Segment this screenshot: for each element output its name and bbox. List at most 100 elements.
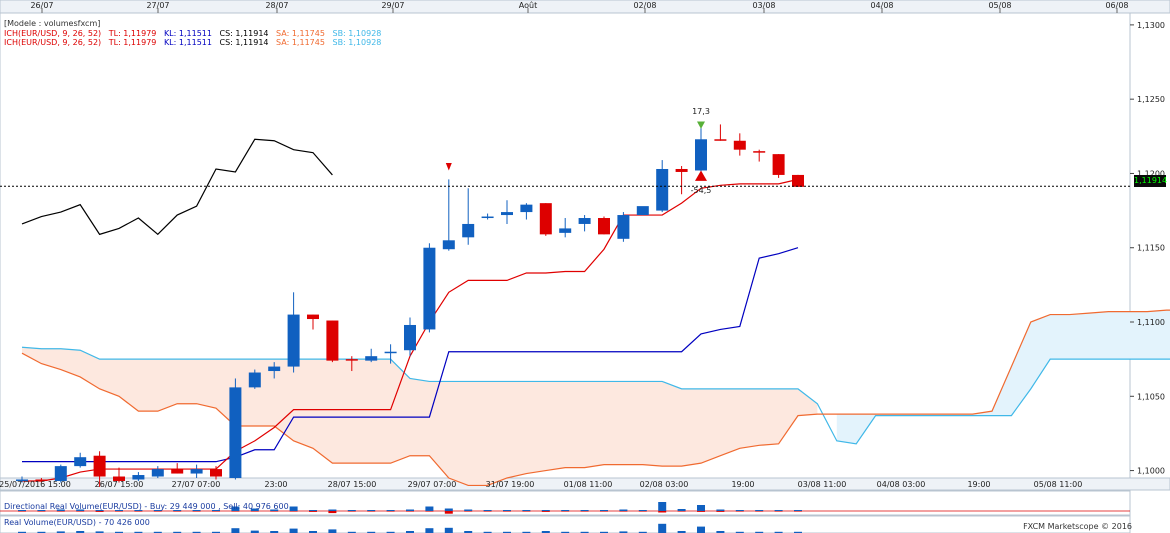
sell-volume-bar xyxy=(444,511,453,514)
real-volume-pane xyxy=(0,515,1131,533)
sell-volume-bar xyxy=(503,511,511,512)
sell-volume-bar xyxy=(600,511,608,512)
candle-bullish xyxy=(578,218,591,224)
real-volume-bar xyxy=(309,531,317,533)
buy-volume-bar xyxy=(386,510,395,511)
sell-volume-bar xyxy=(153,511,162,512)
y-axis-label: 1,1300 xyxy=(1137,21,1165,30)
bottom-axis-label: 31/07 19:00 xyxy=(486,480,535,489)
real-volume-label: Real Volume(EUR/USD) - 70 426 000 xyxy=(4,518,150,527)
candle-bullish xyxy=(74,457,87,467)
y-axis-label: 1,1100 xyxy=(1137,318,1165,327)
real-volume-bar xyxy=(386,531,395,533)
buy-volume-bar xyxy=(115,510,123,511)
sell-volume-bar xyxy=(134,511,143,512)
real-volume-bar xyxy=(716,531,725,533)
signal-markers: 17,3 -54,5 xyxy=(445,107,711,195)
candle-bearish xyxy=(733,140,746,150)
sell-volume-bar xyxy=(18,511,26,512)
buy-volume-bar xyxy=(677,509,686,511)
bottom-axis-label: 25/07/2016 15:00 xyxy=(0,480,71,489)
real-volume-bar xyxy=(76,531,85,533)
candle-bullish xyxy=(287,314,300,367)
real-volume-bar xyxy=(638,531,647,533)
real-volume-bar xyxy=(115,531,123,533)
candle-bearish xyxy=(753,151,766,153)
candle-bearish xyxy=(345,359,358,361)
buy-volume-bar xyxy=(425,506,434,511)
sell-volume-bar xyxy=(794,511,802,512)
buy-volume-bar xyxy=(18,510,26,511)
top-axis-label: 06/08 xyxy=(1105,1,1128,10)
ichimoku-legend-1: ICH(EUR/USD, 9, 26, 52) TL: 1,11979 KL: … xyxy=(4,29,386,39)
ichimoku-cloud-bearish xyxy=(22,347,818,486)
buy-volume-bar xyxy=(794,510,802,511)
sell-volume-bar xyxy=(192,511,201,512)
current-price-label: 1,11914 xyxy=(1134,175,1168,187)
candle-bearish xyxy=(792,174,804,187)
top-axis-label: Août xyxy=(519,1,537,10)
buy-volume-bar xyxy=(464,509,473,511)
sell-volume-bar xyxy=(250,511,259,512)
candle-bearish xyxy=(210,469,222,477)
buy-volume-bar xyxy=(270,509,279,511)
candle-bearish xyxy=(307,314,319,320)
sell-volume-bar xyxy=(774,511,783,512)
buy-volume-bar xyxy=(580,510,589,511)
candle-bearish xyxy=(93,455,106,477)
real-volume-bar xyxy=(658,523,667,533)
buy-volume-bar xyxy=(755,510,764,511)
directional-volume-label: Directional Real Volume(EUR/USD) - Buy: … xyxy=(4,502,289,511)
sell-volume-bar xyxy=(386,511,395,512)
real-volume-bar xyxy=(735,531,744,533)
real-volume-bar xyxy=(483,531,492,533)
buy-volume-bar xyxy=(561,510,570,511)
buy-volume-bar xyxy=(774,510,783,511)
top-axis-label: 26/07 xyxy=(30,1,53,10)
model-label: [Modele : volumesfxcm] xyxy=(4,19,101,28)
legend-tl: TL: 1,11979 xyxy=(108,38,157,47)
buy-volume-bar xyxy=(697,505,705,511)
bottom-axis-label: 04/08 03:00 xyxy=(877,480,926,489)
real-volume-bar xyxy=(231,528,240,533)
sell-volume-bar xyxy=(619,511,628,512)
sell-volume-bar xyxy=(115,511,123,512)
legend-sb: SB: 1,10928 xyxy=(332,29,382,38)
bottom-axis-label: 23:00 xyxy=(264,480,287,489)
buy-volume-bar xyxy=(658,502,667,511)
sell-volume-bar xyxy=(37,511,46,512)
candle-bearish xyxy=(598,218,610,235)
real-volume-bar xyxy=(289,528,298,533)
buy-volume-bar xyxy=(192,510,201,511)
candle-bullish xyxy=(268,366,281,372)
real-volume-bar xyxy=(425,528,434,533)
buy-volume-bar xyxy=(619,509,628,511)
legend-tl: TL: 1,11979 xyxy=(108,29,157,38)
sell-volume-bar xyxy=(173,511,182,512)
legend-sa: SA: 1,11745 xyxy=(276,29,325,38)
sell-volume-bar xyxy=(367,511,376,512)
candle-bullish xyxy=(501,212,513,216)
chart-grid xyxy=(0,0,1170,491)
real-volume-bar xyxy=(270,531,279,533)
buy-volume-bar xyxy=(95,510,104,511)
real-volume-bar xyxy=(192,531,201,533)
real-volume-bar xyxy=(794,531,802,533)
buy-volume-bar xyxy=(503,510,511,511)
buy-volume-bar xyxy=(153,510,162,511)
candle-bullish xyxy=(520,204,533,213)
y-axis-label: 1,1000 xyxy=(1137,467,1165,476)
legend-ich-name: ICH(EUR/USD, 9, 26, 52) xyxy=(4,29,102,38)
buy-volume-bar xyxy=(37,510,46,511)
real-volume-bar xyxy=(755,531,764,533)
sell-volume-bar xyxy=(347,511,356,512)
sell-volume-bar xyxy=(289,511,298,512)
buy-volume-bar xyxy=(76,509,85,511)
real-volume-bar xyxy=(328,529,337,533)
real-volume-bar xyxy=(600,531,608,533)
credit-text: FXCM Marketscope © 2016 xyxy=(1023,522,1132,531)
buy-volume-bar xyxy=(231,506,240,511)
real-volume-bar xyxy=(18,531,26,533)
real-volume-bar xyxy=(774,531,783,533)
